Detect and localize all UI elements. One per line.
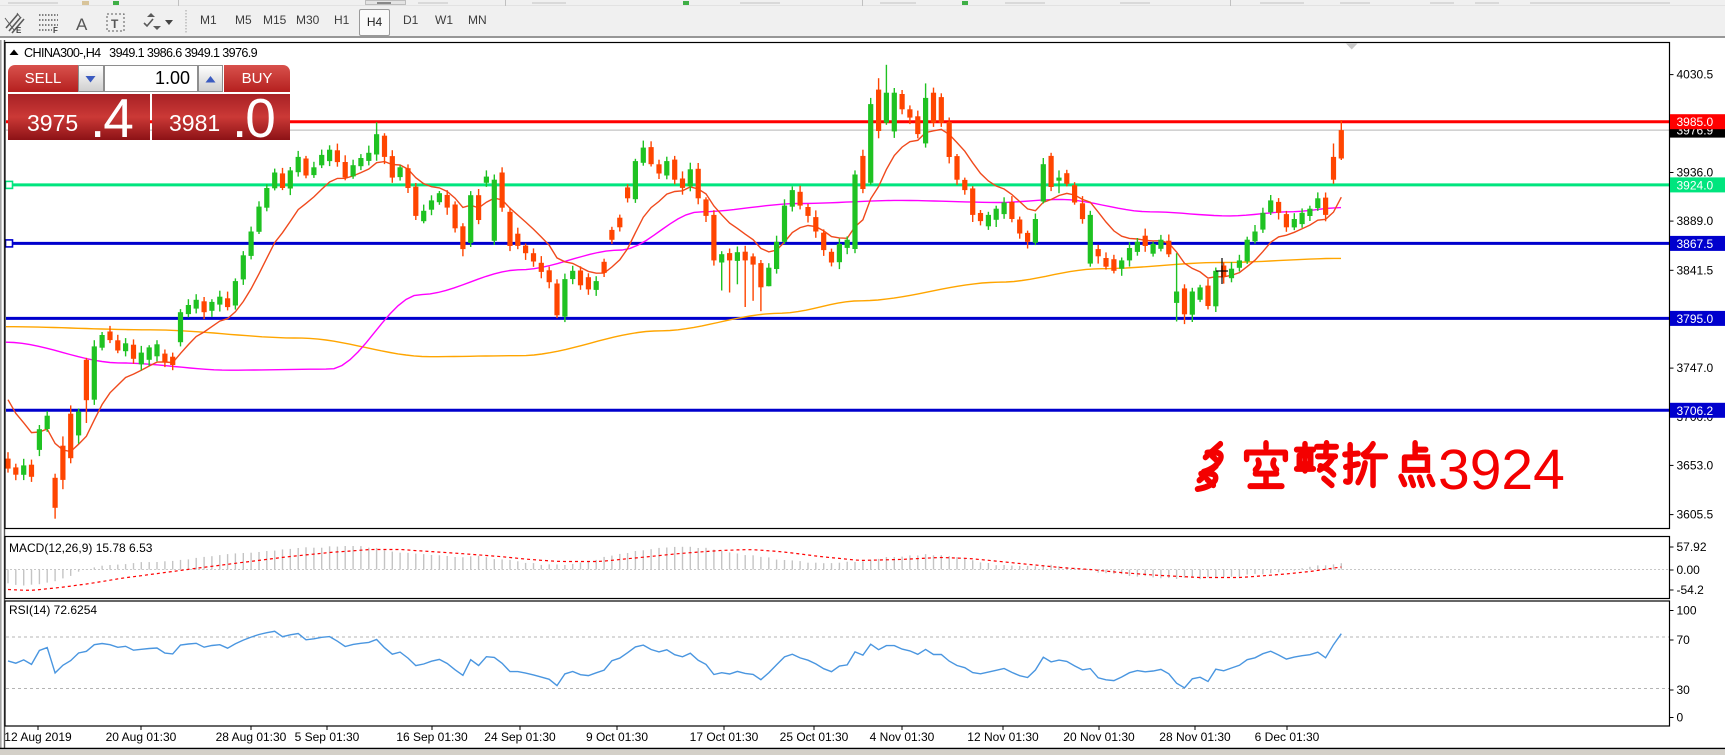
svg-text:3936.0: 3936.0 bbox=[1677, 166, 1714, 180]
svg-text:3605.5: 3605.5 bbox=[1677, 508, 1714, 522]
svg-text:70: 70 bbox=[1677, 633, 1691, 647]
svg-text:100: 100 bbox=[1677, 604, 1697, 618]
svg-text:CHINA300-,H4 3949.1 3986.6 3: CHINA300-,H4 3949.1 3986.6 3949.1 3976.9 bbox=[24, 46, 258, 60]
svg-text:9 Oct 01:30: 9 Oct 01:30 bbox=[586, 730, 648, 744]
svg-text:57.92: 57.92 bbox=[1677, 540, 1707, 554]
svg-text:0: 0 bbox=[1677, 711, 1684, 725]
svg-text:3867.5: 3867.5 bbox=[1677, 237, 1714, 251]
svg-text:3985.0: 3985.0 bbox=[1677, 115, 1714, 129]
svg-text:17 Oct 01:30: 17 Oct 01:30 bbox=[690, 730, 759, 744]
svg-text:3889.0: 3889.0 bbox=[1677, 214, 1714, 228]
svg-text:20 Aug 01:30: 20 Aug 01:30 bbox=[106, 730, 177, 744]
svg-text:A: A bbox=[76, 15, 88, 34]
svg-text:-54.2: -54.2 bbox=[1677, 583, 1705, 597]
svg-text:25 Oct 01:30: 25 Oct 01:30 bbox=[780, 730, 849, 744]
svg-text:3841.5: 3841.5 bbox=[1677, 263, 1714, 277]
svg-text:4030.5: 4030.5 bbox=[1677, 68, 1714, 82]
svg-text:16 Sep 01:30: 16 Sep 01:30 bbox=[396, 730, 468, 744]
svg-text:3924.0: 3924.0 bbox=[1677, 178, 1714, 192]
svg-text:0.00: 0.00 bbox=[1677, 563, 1701, 577]
svg-text:20 Nov 01:30: 20 Nov 01:30 bbox=[1063, 730, 1135, 744]
svg-text:3747.0: 3747.0 bbox=[1677, 361, 1714, 375]
svg-text:3795.0: 3795.0 bbox=[1677, 312, 1714, 326]
svg-text:6 Dec 01:30: 6 Dec 01:30 bbox=[1255, 730, 1320, 744]
svg-text:T: T bbox=[111, 17, 119, 31]
svg-text:3706.2: 3706.2 bbox=[1677, 404, 1714, 418]
svg-text:F: F bbox=[53, 26, 58, 35]
svg-text:3653.0: 3653.0 bbox=[1677, 458, 1714, 472]
svg-text:28 Nov 01:30: 28 Nov 01:30 bbox=[1159, 730, 1231, 744]
svg-text:12 Aug 2019: 12 Aug 2019 bbox=[4, 730, 72, 744]
svg-text:RSI(14) 72.6254: RSI(14) 72.6254 bbox=[9, 603, 97, 617]
svg-text:24 Sep 01:30: 24 Sep 01:30 bbox=[484, 730, 556, 744]
svg-text:E: E bbox=[16, 26, 22, 35]
svg-text:MACD(12,26,9) 15.78 6.53: MACD(12,26,9) 15.78 6.53 bbox=[9, 541, 153, 555]
svg-text:5 Sep 01:30: 5 Sep 01:30 bbox=[295, 730, 360, 744]
svg-text:3924: 3924 bbox=[1438, 438, 1565, 502]
svg-text:4 Nov 01:30: 4 Nov 01:30 bbox=[870, 730, 935, 744]
svg-text:28 Aug 01:30: 28 Aug 01:30 bbox=[216, 730, 287, 744]
svg-text:12 Nov 01:30: 12 Nov 01:30 bbox=[967, 730, 1039, 744]
svg-text:30: 30 bbox=[1677, 683, 1691, 697]
